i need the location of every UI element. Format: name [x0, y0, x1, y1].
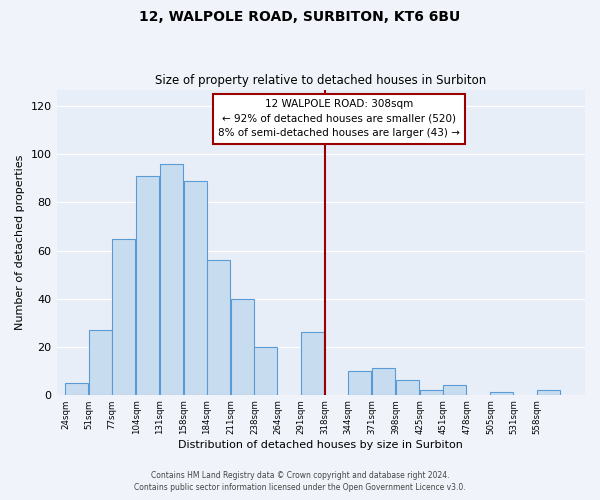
Bar: [490, 392, 514, 394]
Text: 12 WALPOLE ROAD: 308sqm
← 92% of detached houses are smaller (520)
8% of semi-de: 12 WALPOLE ROAD: 308sqm ← 92% of detache…: [218, 98, 460, 138]
Bar: [160, 164, 183, 394]
Bar: [136, 176, 159, 394]
Bar: [443, 385, 466, 394]
Title: Size of property relative to detached houses in Surbiton: Size of property relative to detached ho…: [155, 74, 487, 87]
Bar: [184, 181, 207, 394]
Bar: [537, 390, 560, 394]
Bar: [112, 238, 135, 394]
Bar: [301, 332, 325, 394]
Bar: [207, 260, 230, 394]
Bar: [420, 390, 443, 394]
Y-axis label: Number of detached properties: Number of detached properties: [15, 154, 25, 330]
X-axis label: Distribution of detached houses by size in Surbiton: Distribution of detached houses by size …: [178, 440, 463, 450]
Bar: [230, 298, 254, 394]
Text: Contains HM Land Registry data © Crown copyright and database right 2024.
Contai: Contains HM Land Registry data © Crown c…: [134, 471, 466, 492]
Bar: [348, 370, 371, 394]
Bar: [254, 346, 277, 395]
Bar: [89, 330, 112, 394]
Bar: [65, 382, 88, 394]
Text: 12, WALPOLE ROAD, SURBITON, KT6 6BU: 12, WALPOLE ROAD, SURBITON, KT6 6BU: [139, 10, 461, 24]
Bar: [372, 368, 395, 394]
Bar: [396, 380, 419, 394]
